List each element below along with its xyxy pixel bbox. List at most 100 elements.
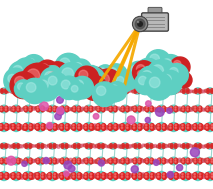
- Circle shape: [146, 161, 147, 162]
- Circle shape: [169, 125, 174, 129]
- Circle shape: [140, 174, 143, 178]
- Circle shape: [85, 107, 87, 108]
- Circle shape: [30, 159, 34, 163]
- Circle shape: [65, 125, 69, 129]
- Circle shape: [138, 159, 141, 162]
- Circle shape: [48, 173, 52, 177]
- Circle shape: [19, 89, 22, 92]
- Circle shape: [30, 176, 31, 177]
- Circle shape: [126, 160, 129, 164]
- Circle shape: [134, 173, 138, 177]
- Circle shape: [194, 107, 197, 110]
- Circle shape: [168, 173, 172, 177]
- Circle shape: [13, 173, 17, 177]
- Circle shape: [17, 91, 19, 93]
- Circle shape: [158, 91, 161, 93]
- Circle shape: [77, 91, 80, 93]
- Circle shape: [170, 109, 171, 110]
- Circle shape: [17, 161, 19, 162]
- Circle shape: [49, 107, 50, 108]
- Circle shape: [42, 127, 43, 129]
- Circle shape: [181, 126, 185, 130]
- Circle shape: [17, 124, 19, 126]
- Circle shape: [150, 124, 154, 128]
- Circle shape: [158, 144, 161, 146]
- Circle shape: [150, 173, 154, 177]
- Circle shape: [46, 122, 53, 129]
- Circle shape: [53, 160, 56, 164]
- Circle shape: [102, 109, 103, 110]
- Circle shape: [175, 125, 180, 129]
- Circle shape: [122, 89, 125, 91]
- Circle shape: [1, 143, 7, 149]
- Circle shape: [145, 158, 149, 162]
- Circle shape: [207, 145, 209, 148]
- Circle shape: [145, 173, 149, 177]
- Circle shape: [41, 175, 45, 179]
- Circle shape: [32, 174, 36, 177]
- Circle shape: [47, 144, 50, 146]
- Circle shape: [85, 159, 89, 163]
- Circle shape: [114, 127, 116, 129]
- Circle shape: [116, 145, 118, 147]
- Circle shape: [33, 160, 36, 163]
- Circle shape: [133, 122, 142, 132]
- Circle shape: [17, 107, 19, 108]
- Circle shape: [170, 124, 171, 126]
- Circle shape: [65, 124, 69, 128]
- Circle shape: [132, 144, 135, 147]
- Circle shape: [14, 58, 39, 83]
- Circle shape: [195, 173, 198, 177]
- Circle shape: [36, 105, 44, 113]
- Circle shape: [29, 125, 32, 128]
- Circle shape: [199, 173, 201, 175]
- Circle shape: [132, 69, 135, 72]
- Circle shape: [84, 68, 104, 88]
- Circle shape: [69, 125, 72, 128]
- Circle shape: [111, 158, 114, 161]
- Circle shape: [102, 175, 106, 179]
- Circle shape: [116, 159, 118, 162]
- Circle shape: [147, 124, 150, 127]
- Circle shape: [138, 146, 141, 148]
- Circle shape: [85, 105, 93, 113]
- Circle shape: [54, 174, 59, 179]
- Circle shape: [145, 106, 149, 109]
- Circle shape: [171, 144, 174, 146]
- Circle shape: [140, 66, 142, 68]
- Circle shape: [65, 175, 68, 179]
- Circle shape: [72, 173, 76, 177]
- Circle shape: [212, 124, 213, 126]
- Circle shape: [101, 159, 105, 163]
- Circle shape: [104, 64, 128, 87]
- Circle shape: [194, 125, 197, 128]
- Circle shape: [31, 145, 34, 147]
- Circle shape: [205, 145, 207, 147]
- Circle shape: [144, 90, 147, 92]
- Circle shape: [179, 75, 185, 81]
- Circle shape: [13, 159, 14, 160]
- Circle shape: [25, 91, 28, 93]
- Circle shape: [104, 107, 106, 110]
- Circle shape: [107, 86, 123, 102]
- Circle shape: [211, 109, 212, 110]
- Circle shape: [37, 108, 40, 112]
- Circle shape: [170, 105, 177, 113]
- Circle shape: [98, 88, 104, 94]
- Circle shape: [12, 124, 14, 126]
- Circle shape: [194, 105, 202, 113]
- Circle shape: [65, 173, 69, 177]
- Circle shape: [114, 161, 115, 162]
- Circle shape: [25, 124, 29, 127]
- Circle shape: [101, 146, 104, 148]
- Circle shape: [37, 90, 40, 93]
- Circle shape: [114, 176, 116, 177]
- Circle shape: [162, 124, 166, 128]
- Circle shape: [45, 72, 54, 81]
- Circle shape: [134, 159, 135, 160]
- Circle shape: [107, 174, 111, 178]
- Circle shape: [21, 145, 24, 148]
- Circle shape: [174, 124, 178, 128]
- Circle shape: [170, 159, 171, 160]
- Circle shape: [113, 173, 117, 177]
